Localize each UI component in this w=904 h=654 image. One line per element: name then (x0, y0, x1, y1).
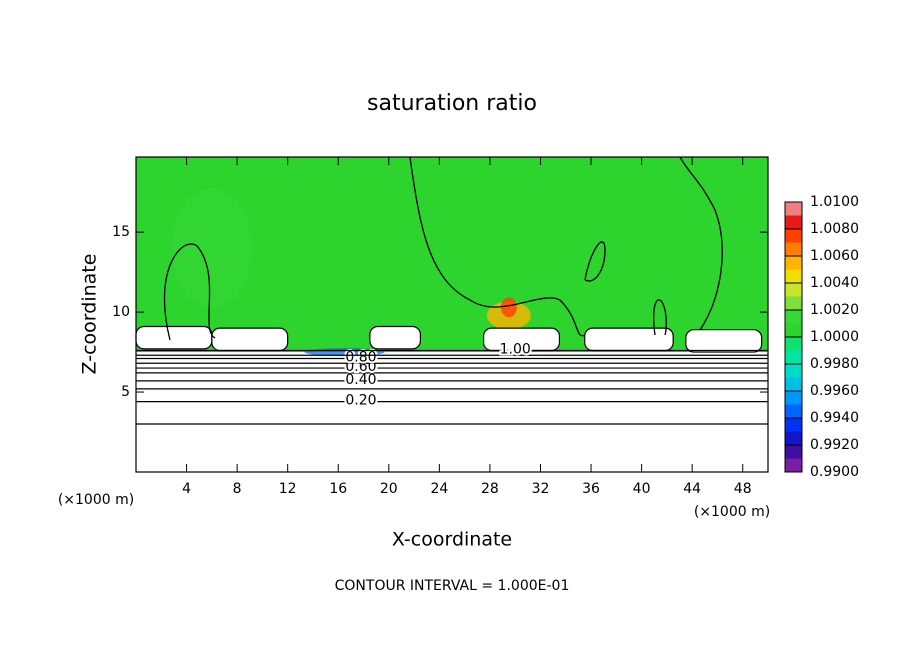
cloud-outline (369, 325, 421, 350)
colorbar-band (785, 431, 802, 445)
colorbar-band (785, 215, 802, 229)
colorbar-label: 1.0000 (810, 329, 859, 345)
colorbar-band (785, 364, 802, 378)
x-unit-left: (×1000 m) (58, 492, 134, 508)
x-unit-right: (×1000 m) (694, 504, 770, 520)
colorbar-label: 0.9980 (810, 356, 859, 372)
x-tick-label: 8 (233, 481, 242, 497)
colorbar-band (785, 310, 802, 324)
colorbar-band (785, 377, 802, 391)
colorbar-band (785, 283, 802, 297)
colorbar-band (785, 269, 802, 283)
colorbar-band (785, 202, 802, 216)
x-axis-label: X-coordinate (392, 529, 512, 551)
colorbar-band (785, 337, 802, 351)
footnote: CONTOUR INTERVAL = 1.000E-01 (335, 578, 570, 594)
x-tick-label: 44 (683, 481, 701, 497)
colorbar-label: 0.9940 (810, 410, 859, 426)
y-axis-label: Z-coordinate (79, 254, 101, 375)
colorbar-label: 0.9960 (810, 383, 859, 399)
plume-contour (653, 299, 667, 336)
colorbar-label: 0.9920 (810, 437, 859, 453)
colorbar-band (785, 418, 802, 432)
x-tick-label: 36 (582, 481, 600, 497)
colorbar-label: 1.0080 (810, 221, 859, 237)
contour-label: 0.40 (345, 372, 376, 388)
colorbar-band (785, 391, 802, 405)
field-feature (171, 188, 252, 309)
x-tick-label: 4 (182, 481, 191, 497)
colorbar-label: 1.0060 (810, 248, 859, 264)
contour-label: 0.80 (345, 349, 376, 365)
colorbar-label: 1.0100 (810, 194, 859, 210)
cloud-outline (685, 329, 763, 353)
x-tick-label: 20 (380, 481, 398, 497)
cloud-outline (135, 325, 213, 350)
y-tick-label: 15 (112, 224, 130, 240)
y-tick-label: 5 (121, 384, 130, 400)
colorbar-band (785, 445, 802, 459)
plume-contour (163, 243, 216, 341)
x-tick-label: 12 (279, 481, 297, 497)
chart-title: saturation ratio (367, 91, 537, 116)
x-tick-label: 16 (329, 481, 347, 497)
colorbar-band (785, 229, 802, 243)
contour-label: 1.00 (500, 341, 531, 357)
field-feature (500, 297, 517, 318)
cloud-outline (211, 327, 289, 352)
x-tick-label: 40 (633, 481, 651, 497)
x-tick-label: 24 (430, 481, 448, 497)
plot-frame (135, 156, 769, 473)
contour-label: 0.20 (345, 393, 376, 409)
plume-contour (679, 156, 723, 331)
colorbar-band (785, 296, 802, 310)
cloud-outline (584, 327, 674, 352)
colorbar-band (785, 256, 802, 270)
x-tick-label: 28 (481, 481, 499, 497)
plume-contour (584, 241, 606, 282)
x-tick-label: 32 (532, 481, 550, 497)
colorbar-band (785, 458, 802, 472)
colorbar-band (785, 242, 802, 256)
colorbar-band (785, 404, 802, 418)
colorbar-label: 1.0040 (810, 275, 859, 291)
colorbar-label: 0.9900 (810, 464, 859, 480)
x-tick-label: 48 (734, 481, 752, 497)
colorbar-band (785, 323, 802, 337)
colorbar-label: 1.0020 (810, 302, 859, 318)
plume-contour (409, 156, 586, 337)
y-tick-label: 10 (112, 304, 130, 320)
colorbar-band (785, 350, 802, 364)
